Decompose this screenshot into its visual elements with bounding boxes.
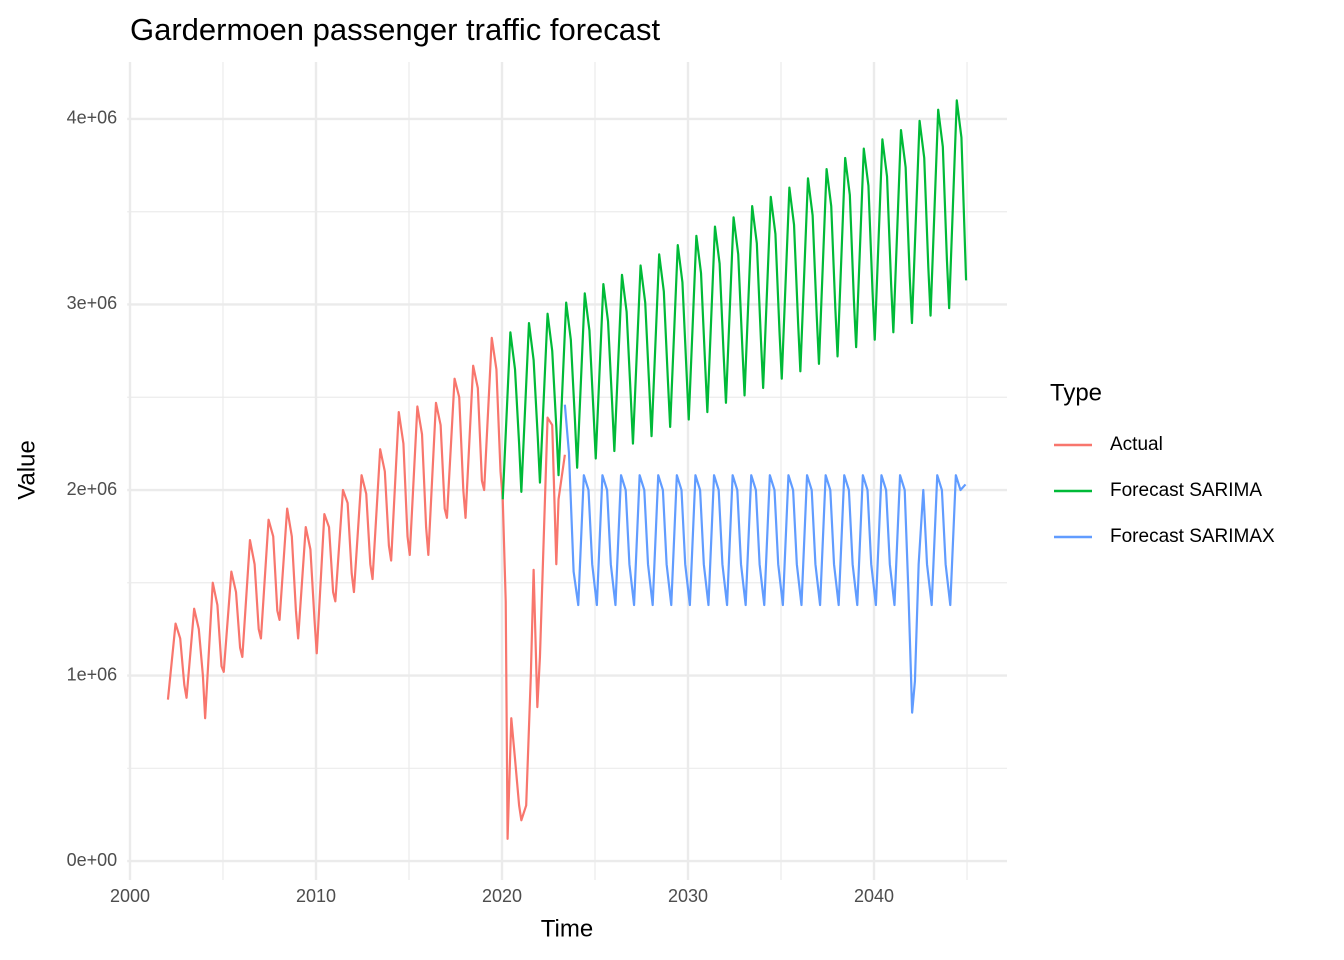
series-line bbox=[501, 99, 968, 500]
legend-title: Type bbox=[1050, 379, 1102, 406]
x-tick-label: 2040 bbox=[854, 886, 894, 906]
x-axis-title: Time bbox=[541, 915, 593, 942]
y-tick-label: 2e+06 bbox=[67, 479, 118, 499]
x-tick-label: 2010 bbox=[296, 886, 336, 906]
x-tick-label: 2000 bbox=[110, 886, 150, 906]
series-line bbox=[563, 404, 967, 714]
chart-title: Gardermoen passenger traffic forecast bbox=[130, 12, 661, 47]
y-tick-label: 3e+06 bbox=[67, 293, 118, 313]
y-axis-title: Value bbox=[13, 440, 40, 500]
y-tick-label: 1e+06 bbox=[67, 664, 118, 684]
x-tick-label: 2020 bbox=[482, 886, 522, 906]
legend-label: Actual bbox=[1110, 434, 1163, 455]
x-tick-label: 2030 bbox=[668, 886, 708, 906]
y-tick-label: 0e+00 bbox=[67, 850, 118, 870]
series-line bbox=[166, 336, 566, 840]
y-tick-label: 4e+06 bbox=[67, 108, 118, 128]
legend-label: Forecast SARIMAX bbox=[1110, 526, 1275, 547]
legend-label: Forecast SARIMA bbox=[1110, 480, 1262, 501]
